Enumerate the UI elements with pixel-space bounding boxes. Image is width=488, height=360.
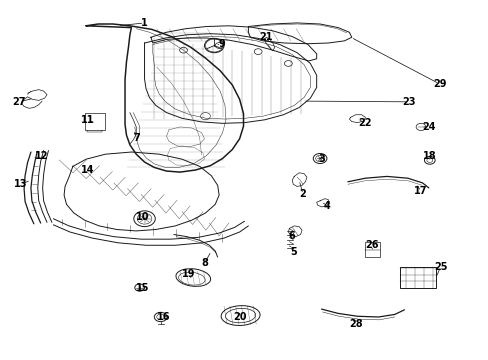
Text: 26: 26 [365, 240, 378, 250]
Text: 21: 21 [259, 32, 273, 42]
Text: 20: 20 [232, 312, 246, 322]
Text: 11: 11 [81, 115, 94, 125]
Text: 14: 14 [81, 165, 94, 175]
Text: 1: 1 [141, 18, 147, 28]
Text: 7: 7 [133, 133, 140, 143]
Text: 28: 28 [348, 319, 362, 329]
Bar [399, 267, 435, 288]
Text: 13: 13 [14, 179, 28, 189]
Text: 18: 18 [422, 150, 436, 161]
Text: 2: 2 [299, 189, 306, 199]
Text: 3: 3 [318, 154, 324, 164]
Text: 27: 27 [13, 97, 26, 107]
Text: 25: 25 [433, 262, 447, 272]
Text: 19: 19 [182, 269, 195, 279]
Bar [365, 242, 379, 257]
Text: 17: 17 [413, 186, 427, 197]
Text: 15: 15 [136, 283, 149, 293]
Text: 8: 8 [201, 258, 207, 268]
Text: 5: 5 [289, 247, 296, 257]
Text: 29: 29 [432, 79, 446, 89]
Text: 16: 16 [157, 312, 170, 322]
Text: 23: 23 [402, 97, 415, 107]
Text: 6: 6 [287, 231, 294, 240]
Bar [84, 113, 105, 130]
Text: 10: 10 [136, 212, 149, 221]
Text: 9: 9 [218, 40, 224, 49]
Text: 4: 4 [324, 201, 330, 211]
Text: 22: 22 [358, 118, 371, 128]
Text: 24: 24 [421, 122, 435, 132]
Text: 12: 12 [35, 150, 49, 161]
